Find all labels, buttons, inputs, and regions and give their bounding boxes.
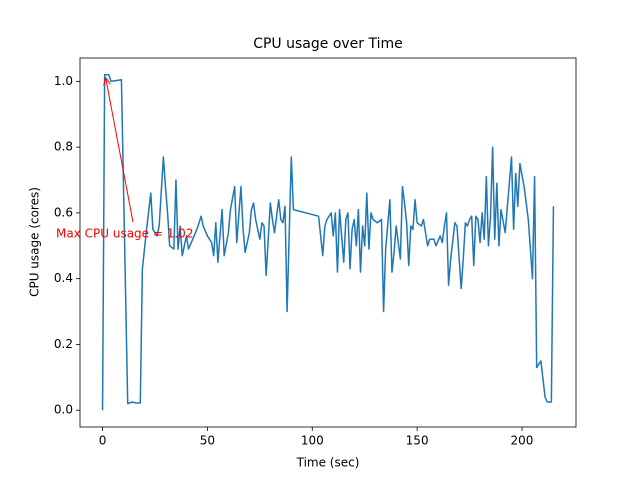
data-line [101, 74, 555, 411]
y-tick-label: 0.6 [54, 205, 73, 219]
y-tick-label: 1.0 [54, 74, 73, 88]
y-tick-label: 0.8 [54, 140, 73, 154]
annotation-arrow [105, 77, 134, 223]
chart-title: CPU usage over Time [253, 36, 403, 52]
x-tick-label: 150 [406, 434, 429, 448]
x-tick-label: 0 [99, 434, 107, 448]
annotation: Max CPU usage = 1.02 [56, 227, 193, 241]
y-tick-label: 0.2 [54, 337, 73, 351]
y-tick-label: 0.0 [54, 403, 73, 417]
y-axis-label: CPU usage (cores) [28, 187, 42, 297]
x-axis-label: Time (sec) [296, 456, 360, 470]
annotation-arrowhead [103, 76, 111, 86]
x-tick-label: 200 [511, 434, 534, 448]
x-tick-label: 100 [301, 434, 324, 448]
y-tick-label: 0.4 [54, 271, 73, 285]
x-tick-label: 50 [200, 434, 215, 448]
plot-frame [79, 57, 577, 428]
